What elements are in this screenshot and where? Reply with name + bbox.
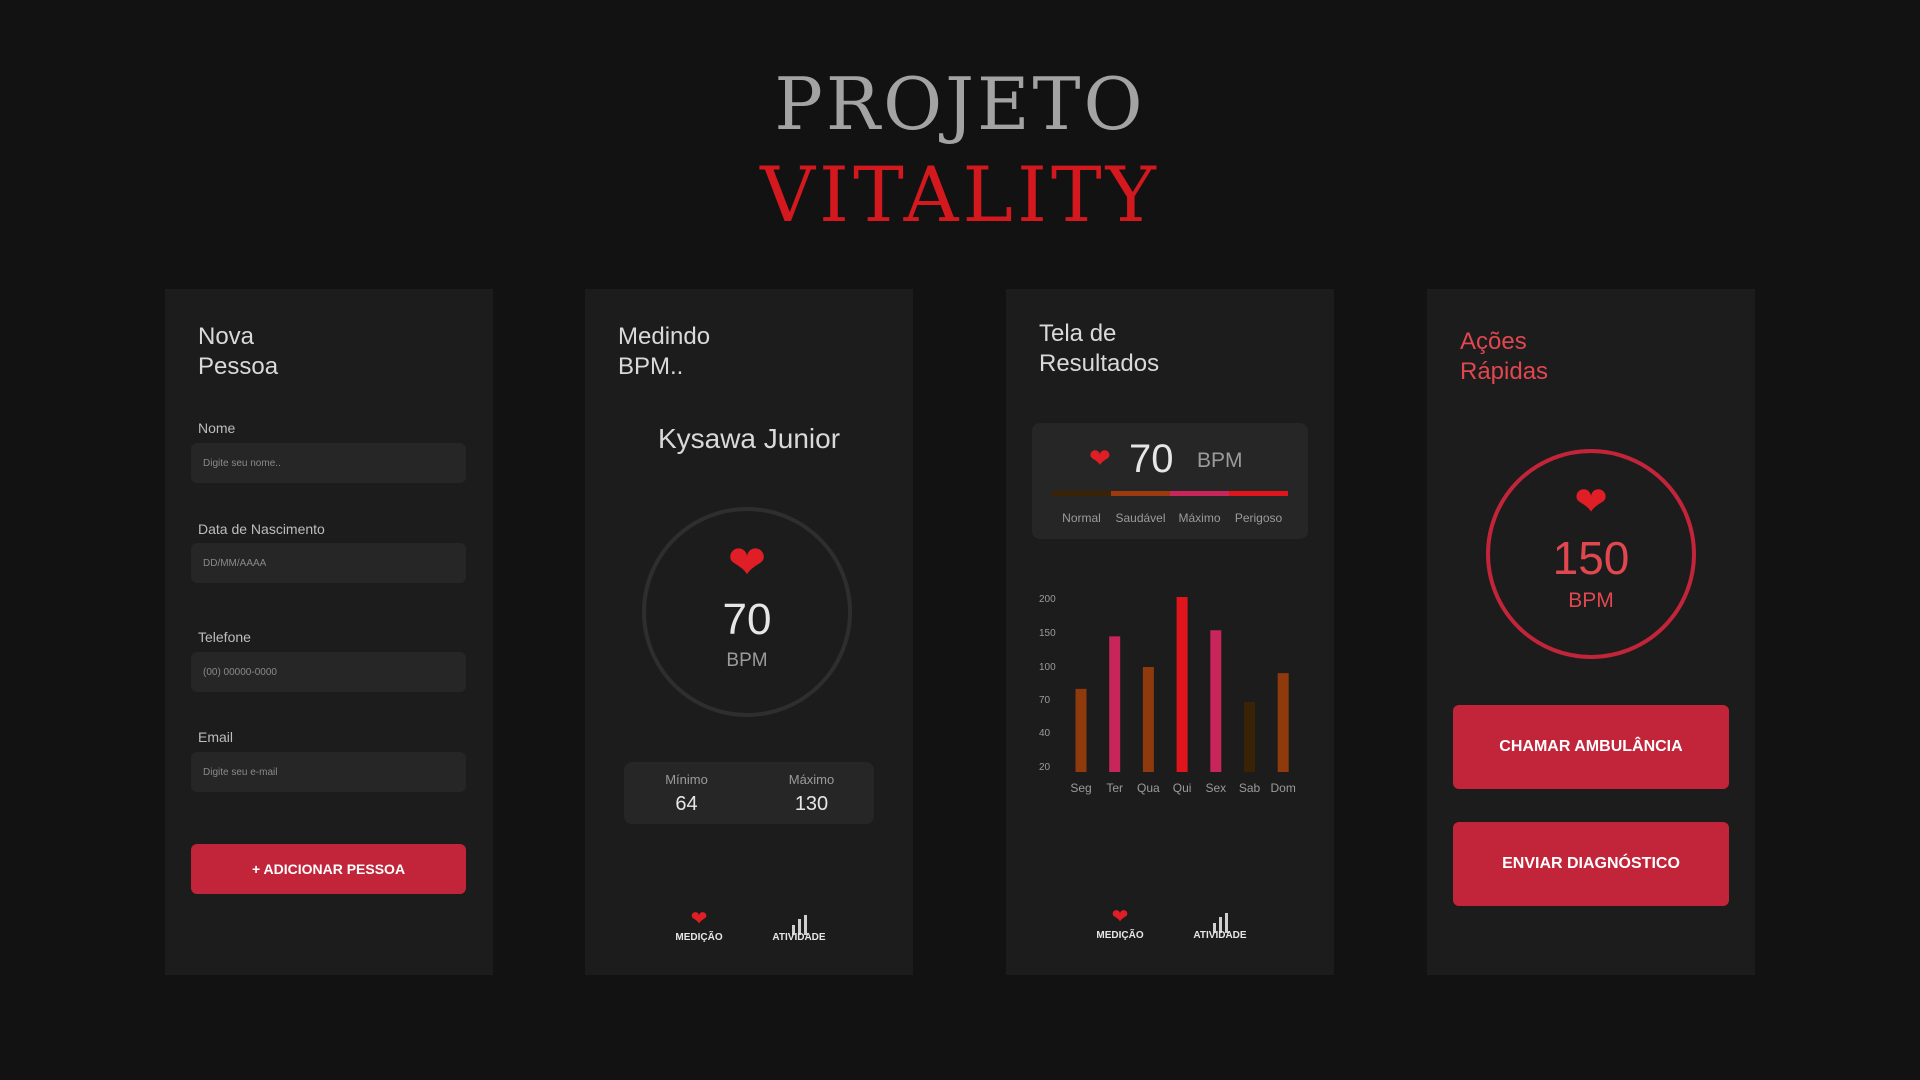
add-person-button[interactable]: + ADICIONAR PESSOA	[191, 844, 466, 894]
x-tick-label: Ter	[1106, 781, 1123, 795]
bpm-value: 70	[1129, 437, 1174, 481]
panel-title-line1: Nova	[198, 323, 255, 350]
y-tick-label: 150	[1039, 628, 1056, 639]
panel-title-line2: Pessoa	[198, 353, 279, 380]
y-tick-label: 20	[1039, 762, 1051, 773]
name-input[interactable]	[191, 443, 466, 483]
x-tick-label: Sex	[1205, 781, 1226, 795]
alert-bpm-ring: ❤ 150 BPM	[1486, 449, 1696, 659]
x-tick-label: Dom	[1271, 781, 1296, 795]
panel-title-line2: Rápidas	[1460, 358, 1549, 385]
bpm-ring: ❤ 70 BPM	[642, 507, 852, 717]
results-panel: Tela de Resultados ❤ 70 BPM Normal Saudá…	[1006, 289, 1334, 975]
email-label: Email	[198, 729, 234, 745]
scale-label: Normal	[1062, 511, 1101, 525]
phone-label: Telefone	[198, 629, 251, 645]
scale-label: Máximo	[1178, 511, 1221, 525]
bpm-scale-labels: Normal Saudável Máximo Perigoso	[1052, 511, 1288, 525]
birthdate-input[interactable]	[191, 543, 466, 583]
x-tick-label: Qua	[1137, 781, 1160, 795]
panel-title-line2: Resultados	[1039, 350, 1160, 377]
heart-icon: ❤	[1111, 906, 1129, 928]
measuring-panel: Medindo BPM.. Kysawa Junior ❤ 70 BPM Mín…	[585, 289, 913, 975]
nav-atividade[interactable]: ATIVIDADE	[1185, 905, 1255, 941]
bar-sex	[1210, 630, 1222, 772]
y-tick-label: 200	[1039, 594, 1056, 605]
phone-input[interactable]	[191, 652, 466, 692]
bar-dom	[1277, 673, 1289, 772]
heart-icon: ❤	[1574, 480, 1608, 524]
weekly-bpm-chart: 20 40 70 100 150 200 Seg Ter Qua Qui Sex Sab Dom	[1039, 594, 1296, 795]
bpm-scale-bar	[1052, 491, 1288, 496]
bpm-value: 70	[722, 595, 772, 644]
app-title-projeto: PROJETO	[774, 62, 1146, 146]
name-label: Nome	[198, 420, 236, 436]
scale-segment-maximo	[1170, 491, 1229, 496]
bpm-summary-card: ❤ 70 BPM Normal Saudável Máximo Perigoso	[1032, 423, 1308, 539]
bar-qua	[1142, 667, 1154, 772]
scale-segment-perigoso	[1229, 491, 1288, 496]
panel-title-line1: Ações	[1460, 328, 1527, 355]
nav-atividade[interactable]: ATIVIDADE	[764, 907, 834, 943]
call-ambulance-button[interactable]: CHAMAR AMBULÂNCIA	[1453, 705, 1729, 789]
max-value: 130	[794, 793, 829, 815]
bpm-value: 150	[1552, 532, 1630, 584]
app-title-vitality: VITALITY	[760, 150, 1160, 239]
heart-icon: ❤	[727, 536, 767, 588]
scale-segment-saudavel	[1111, 491, 1170, 496]
panel-title: Tela de Resultados	[1039, 319, 1159, 379]
bar-ter	[1109, 636, 1121, 772]
heart-icon: ❤	[1089, 443, 1111, 473]
max-stat: Máximo 130	[749, 762, 874, 816]
bpm-unit: BPM	[1568, 589, 1614, 612]
x-tick-label: Sab	[1239, 781, 1261, 795]
scale-label: Saudável	[1115, 511, 1166, 525]
panel-title-line1: Medindo	[618, 323, 711, 350]
min-label: Mínimo	[665, 772, 708, 787]
new-person-panel: Nova Pessoa Nome Data de Nascimento Tele…	[165, 289, 493, 975]
bar-chart-icon	[1185, 905, 1255, 933]
x-tick-label: Seg	[1070, 781, 1091, 795]
nav-label: ATIVIDADE	[772, 932, 826, 943]
nav-medicao[interactable]: ❤ MEDIÇÃO	[1085, 905, 1155, 941]
email-input[interactable]	[191, 752, 466, 792]
bottom-nav: ❤ MEDIÇÃO ATIVIDADE	[585, 907, 913, 955]
bar-qui	[1176, 597, 1188, 772]
panel-title: Medindo BPM..	[618, 322, 710, 382]
min-max-card: Mínimo 64 Máximo 130	[624, 762, 874, 824]
heart-icon: ❤	[690, 908, 708, 930]
bottom-nav: ❤ MEDIÇÃO ATIVIDADE	[1006, 905, 1334, 953]
max-label: Máximo	[788, 772, 835, 787]
bpm-unit: BPM	[726, 650, 768, 671]
bar-seg	[1075, 688, 1087, 772]
nav-medicao[interactable]: ❤ MEDIÇÃO	[664, 907, 734, 943]
nav-label: MEDIÇÃO	[675, 932, 723, 943]
min-stat: Mínimo 64	[624, 762, 749, 816]
panel-title-line2: BPM..	[618, 353, 684, 380]
y-tick-label: 40	[1039, 728, 1051, 739]
y-tick-label: 70	[1039, 695, 1051, 706]
scale-label: Perigoso	[1234, 511, 1283, 525]
quick-actions-panel: Ações Rápidas ❤ 150 BPM CHAMAR AMBULÂNCI…	[1427, 289, 1755, 975]
send-diagnosis-button[interactable]: ENVIAR DIAGNÓSTICO	[1453, 822, 1729, 906]
y-tick-label: 100	[1039, 662, 1056, 673]
min-value: 64	[675, 793, 698, 815]
panel-title: Nova Pessoa	[198, 322, 278, 382]
x-tick-label: Qui	[1173, 781, 1192, 795]
birthdate-label: Data de Nascimento	[198, 521, 325, 537]
scale-segment-normal	[1052, 491, 1111, 496]
bar-sab	[1244, 702, 1255, 772]
nav-label: MEDIÇÃO	[1096, 930, 1144, 941]
bar-chart-icon	[764, 907, 834, 935]
panel-title-line1: Tela de	[1039, 320, 1117, 347]
bpm-unit: BPM	[1197, 449, 1243, 472]
panel-title: Ações Rápidas	[1460, 327, 1548, 387]
nav-label: ATIVIDADE	[1193, 930, 1247, 941]
person-name: Kysawa Junior	[657, 423, 841, 454]
